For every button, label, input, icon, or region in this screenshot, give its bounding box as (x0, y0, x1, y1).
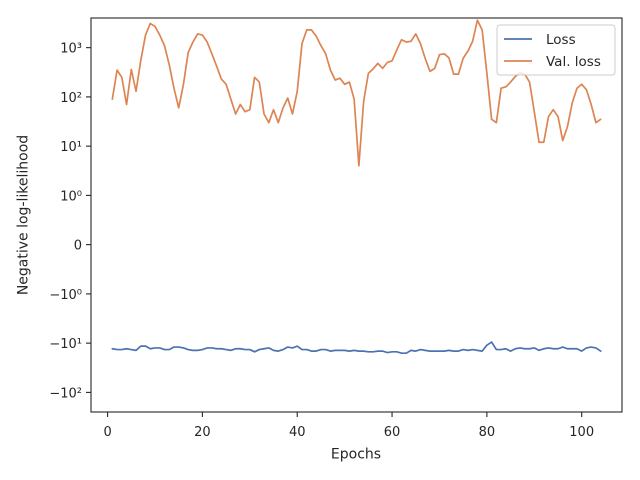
legend: Loss Val. loss (496, 24, 616, 76)
x-axis-ticks: 0 20 40 60 80 100 (103, 412, 594, 440)
x-tick-label: 0 (103, 425, 111, 440)
plot-frame (90, 17, 623, 413)
y-axis-label: Negative log-likelihood (16, 135, 32, 295)
x-tick-label: 20 (194, 425, 211, 440)
y-tick-label: 10⁰ (60, 189, 82, 204)
legend-label-loss: Loss (546, 32, 576, 48)
y-axis-ticks: −10² −10¹ −10⁰ 0 10⁰ 10¹ 10² 10³ (49, 42, 91, 401)
x-tick-label: 80 (479, 425, 496, 440)
x-tick-label: 60 (384, 425, 401, 440)
y-tick-label: 10³ (60, 42, 82, 57)
y-tick-label: 0 (74, 239, 82, 254)
y-tick-label: −10⁰ (49, 288, 82, 303)
legend-box (496, 24, 616, 76)
y-tick-label: 10² (60, 91, 82, 106)
legend-label-val-loss: Val. loss (546, 54, 601, 70)
y-tick-label: −10¹ (49, 337, 82, 352)
y-tick-label: 10¹ (60, 140, 82, 155)
y-tick-label: −10² (49, 386, 82, 401)
x-tick-label: 40 (289, 425, 306, 440)
x-axis-label: Epochs (331, 447, 381, 463)
x-tick-label: 100 (569, 425, 594, 440)
series-line-loss (111, 341, 602, 355)
